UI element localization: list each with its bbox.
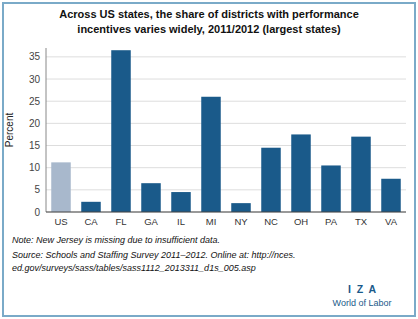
y-axis-line [46,48,47,212]
y-tick-label: 30 [29,74,41,85]
grid-line [46,56,406,57]
bar [231,203,251,212]
logo-subtext: World of Labor [333,298,392,308]
border [3,3,415,316]
x-tick-label: OH [294,216,308,227]
title: Across US states, the share of districts… [59,8,359,20]
y-tick-label: 20 [29,118,41,129]
bar [141,183,161,212]
bar [201,97,221,212]
y-tick-label: 10 [29,162,41,173]
note: Source: Schools and Staffing Survey 2011… [12,250,296,260]
background [0,0,418,319]
y-tick-label: 35 [29,51,41,62]
x-tick-label: VA [385,216,398,227]
bar [351,137,371,212]
y-tick-label: 0 [34,207,40,218]
note: Note: New Jersey is missing due to insuf… [12,235,220,245]
x-tick-label: TX [355,216,368,227]
x-axis-line [46,212,406,213]
x-tick-label: GA [144,216,158,227]
bar [261,148,281,212]
grid-line [46,123,406,124]
logo-text: I Z A [348,283,377,295]
y-axis-label: Percent [4,113,15,148]
x-tick-label: CA [84,216,98,227]
bar [381,179,401,212]
grid-line [46,101,406,102]
bar [51,162,71,212]
x-tick-label: IL [177,216,185,227]
x-tick-label: PA [325,216,338,227]
bar [291,134,311,212]
x-tick-label: FL [115,216,126,227]
bar [321,165,341,212]
y-tick-label: 5 [34,184,40,195]
y-tick-label: 25 [29,96,41,107]
subtitle: incentives varies widely, 2011/2012 (lar… [77,23,341,35]
grid-line [46,79,406,80]
y-tick-label: 15 [29,140,41,151]
x-tick-label: US [54,216,67,227]
note: ed.gov/surveys/sass/tables/sass1112_2013… [12,263,256,273]
grid-line [46,212,406,213]
bar [111,50,131,212]
bar [171,192,191,212]
x-tick-label: NY [234,216,248,227]
x-tick-label: NC [264,216,278,227]
bars [51,50,401,212]
x-tick-label: MI [206,216,217,227]
bar [81,202,101,212]
